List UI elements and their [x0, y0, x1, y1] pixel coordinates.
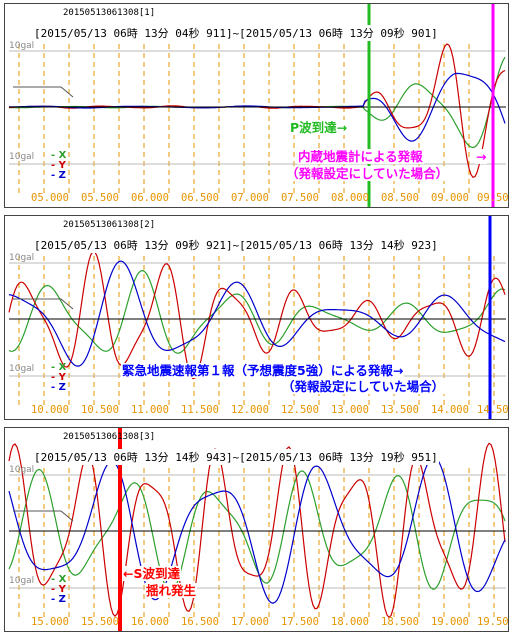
- tick-label: 19.000: [431, 616, 469, 628]
- waveform-panel-2: 20150513061308[2] [2015/05/13 06時 13分 09…: [4, 215, 509, 420]
- tick-label: 14.50: [477, 404, 509, 416]
- tick-label: 13.500: [381, 404, 419, 416]
- panel-id: 20150513061308[3]: [63, 432, 156, 442]
- panel-id: 20150513061308[1]: [63, 8, 156, 18]
- tick-label: 16.500: [181, 616, 219, 628]
- legend-z: - Z: [51, 382, 66, 393]
- shaking-start-annotation: 揺れ発生: [145, 583, 198, 598]
- internal-alarm-note: （発報設定にしていた場合）: [285, 166, 450, 181]
- tick-label: 06.000: [131, 192, 169, 204]
- scale-bracket: [13, 510, 74, 522]
- tick-label: 09.000: [431, 192, 469, 204]
- tick-label: 18.000: [331, 616, 369, 628]
- tick-label: 09.50: [477, 192, 509, 204]
- scale-label-top: 10gal: [9, 253, 35, 263]
- tick-label: 15.000: [31, 616, 69, 628]
- scale-label-top: 10gal: [9, 465, 35, 475]
- scale-label-top: 10gal: [9, 41, 35, 51]
- tick-label: 17.500: [281, 616, 319, 628]
- tick-label: 11.500: [181, 404, 219, 416]
- tick-label: 12.500: [281, 404, 319, 416]
- tick-label: 06.500: [181, 192, 219, 204]
- trace-y: [8, 250, 506, 380]
- tick-label: 15.500: [81, 616, 119, 628]
- trace-y: [8, 43, 506, 179]
- scale-label-bottom: 10gal: [9, 576, 35, 586]
- trace-z: [8, 260, 506, 367]
- legend-z: - Z: [51, 594, 66, 605]
- tick-label: 17.000: [231, 616, 269, 628]
- panel-id: 20150513061308[2]: [63, 220, 156, 230]
- internal-alarm-annotation: 内蔵地震計による発報: [297, 149, 424, 164]
- tick-label: 05.000: [31, 192, 69, 204]
- legend-y: - Y: [51, 584, 66, 595]
- waveform-panel-3: 20150513061308[3] [2015/05/13 06時 13分 14…: [4, 427, 509, 632]
- legend-z: - Z: [51, 170, 66, 181]
- tick-label: 08.500: [381, 192, 419, 204]
- s-wave-annotation: ←S波到達: [122, 566, 181, 581]
- trace-y: [8, 442, 506, 619]
- internal-alarm-arrow: →: [475, 149, 488, 164]
- trace-x: [8, 468, 506, 593]
- eew-annotation: 緊急地震速報第１報（予想震度5強）による発報→: [121, 363, 405, 378]
- p-wave-annotation: P波到達→: [289, 120, 349, 135]
- panel-time-range: [2015/05/13 06時 13分 14秒 943]~[2015/05/13…: [33, 449, 439, 465]
- legend-x: - X: [51, 362, 67, 373]
- tick-label: 08.000: [331, 192, 369, 204]
- legend: - X - Y - Z: [51, 575, 66, 605]
- eew-note: （発報設定にしていた場合）: [281, 379, 446, 394]
- legend: - X - Y - Z: [51, 363, 66, 393]
- panel-time-range: [2015/05/13 06時 13分 09秒 921]~[2015/05/13…: [33, 237, 439, 253]
- scale-bracket: [13, 86, 74, 98]
- trace-z: [9, 72, 506, 142]
- tick-label: 12.000: [231, 404, 269, 416]
- scale-bracket: [13, 298, 74, 310]
- tick-label: 07.500: [281, 192, 319, 204]
- panel-time-range: [2015/05/13 06時 13分 04秒 911]~[2015/05/13…: [33, 25, 439, 41]
- tick-label: 05.500: [81, 192, 119, 204]
- legend-y: - Y: [51, 160, 66, 171]
- trace-z: [8, 456, 506, 604]
- legend-x: - X: [51, 150, 67, 161]
- tick-label: 10.000: [31, 404, 69, 416]
- trace-x: [8, 269, 506, 354]
- scale-label-bottom: 10gal: [9, 152, 35, 162]
- tick-label: 07.000: [231, 192, 269, 204]
- tick-label: 11.000: [131, 404, 169, 416]
- tick-label: 13.000: [331, 404, 369, 416]
- waveform-plot-2: [8, 216, 506, 419]
- tick-label: 19.50: [477, 616, 509, 628]
- tick-label: 16.000: [131, 616, 169, 628]
- tick-label: 10.500: [81, 404, 119, 416]
- legend: - X - Y - Z: [51, 151, 66, 181]
- scale-label-bottom: 10gal: [9, 364, 35, 374]
- tick-label: 14.000: [431, 404, 469, 416]
- legend-y: - Y: [51, 372, 66, 383]
- tick-label: 18.500: [381, 616, 419, 628]
- waveform-panel-1: 20150513061308[1] [2015/05/13 06時 13分 04…: [4, 3, 509, 208]
- legend-x: - X: [51, 574, 67, 585]
